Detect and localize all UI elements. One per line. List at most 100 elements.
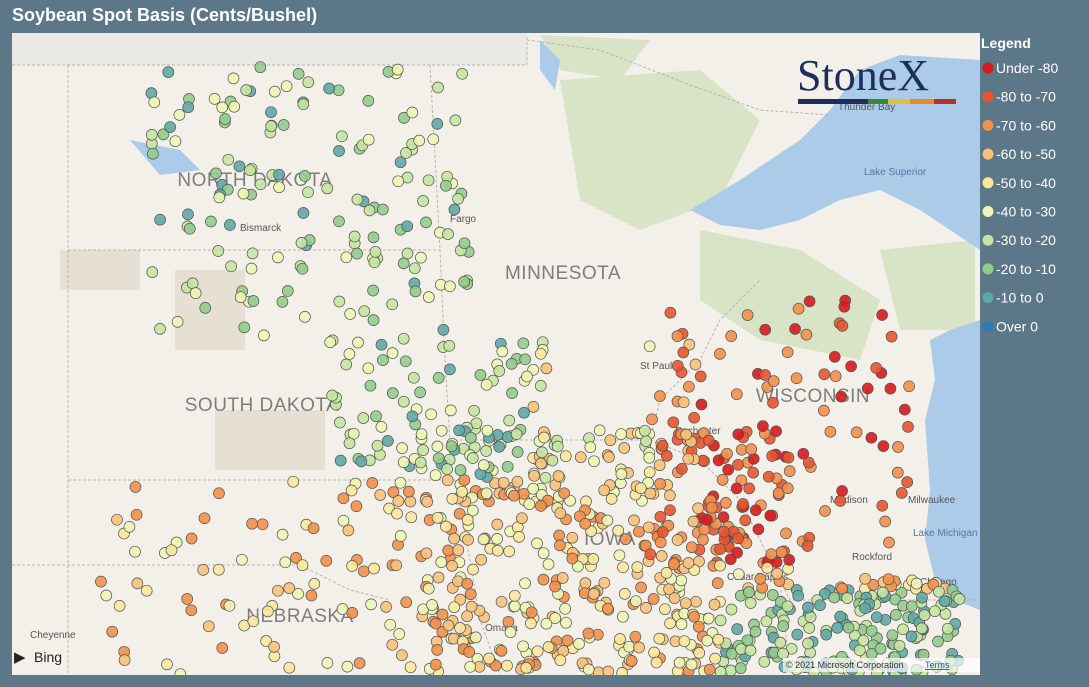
site-dot [764,509,777,522]
site-dot [688,411,700,424]
site-dot [334,416,346,429]
site-dot [781,482,794,495]
site-dot [305,589,318,602]
site-dot [554,654,567,667]
site-dot [708,598,721,611]
water-label: Lake Michigan [913,528,977,539]
site-dot [897,623,909,636]
site-dot [429,658,442,671]
site-dot [859,602,872,615]
site-dot [534,347,547,360]
site-dot [743,586,755,598]
site-dot [618,588,631,600]
site-dot [333,215,345,228]
site-dot [417,444,429,456]
site-dot [394,476,407,489]
site-dot [579,577,592,589]
site-dot [357,412,370,424]
site-dot [941,622,954,635]
site-dot [664,306,677,319]
site-dot [819,505,831,517]
site-dot [737,498,749,510]
site-dot [414,456,427,469]
site-dot [437,324,450,336]
site-dot [182,101,195,114]
site-dot [244,164,256,177]
site-dot [376,203,389,216]
site-dot [730,388,743,401]
site-dot [474,369,487,381]
site-dot [406,106,419,119]
legend-label: -70 to -60 [996,117,1056,133]
place-label: Cheyenne [30,630,76,641]
site-dot [712,633,725,646]
site-dot [462,533,474,546]
site-dot [302,76,315,89]
site-dot [721,447,733,460]
site-dot [146,266,159,278]
site-dot [890,609,902,621]
site-dot [197,564,210,576]
site-dot [375,421,388,433]
site-dot [391,63,404,76]
site-dot [732,428,745,441]
map: NORTH DAKOTA MINNESOTA SOUTH DAKOTA WISC… [12,33,980,675]
site-dot [876,499,889,512]
site-dot [431,440,444,453]
site-dot [358,305,371,318]
site-dot [802,456,815,469]
site-dot [425,408,437,421]
site-dot [676,463,688,475]
site-dot [234,291,247,304]
site-dot [345,484,358,497]
site-dot [381,435,394,447]
site-dot [780,527,792,540]
site-dot [654,478,666,490]
site-dot [444,404,457,417]
site-dot [605,493,618,505]
site-dot [247,615,260,628]
canada-area [12,33,527,65]
site-dot [903,380,915,393]
site-dot [148,96,161,109]
terms-link[interactable]: Terms [925,660,950,670]
site-dot [366,477,379,489]
site-dot [648,646,660,659]
site-dot [435,424,448,437]
site-dot [210,167,222,180]
site-dot [697,533,709,546]
site-dot [656,526,669,538]
site-dot [760,615,773,628]
site-dot [566,531,579,544]
site-dot [441,474,454,487]
site-dot [527,482,540,495]
site-dot [690,595,702,608]
site-dot [829,370,842,383]
site-dot [693,647,706,659]
site-dot [642,521,655,534]
site-dot [205,215,217,228]
site-dot [292,588,304,600]
site-dot [370,410,382,423]
site-dot [123,521,136,533]
site-dot [709,652,721,665]
site-dot [518,406,530,419]
site-dot [276,528,289,541]
site-dot [865,624,878,637]
site-dot [189,287,202,299]
site-dot [884,382,897,395]
site-dot [741,309,754,321]
site-dot [628,514,640,527]
site-dot [612,524,625,537]
site-dot [528,469,541,482]
site-dot [554,507,567,520]
site-dot [882,573,895,586]
site-dot [777,647,789,660]
place-label: Fargo [450,214,477,225]
site-dot [534,380,547,392]
site-dot [443,339,456,352]
site-dot [675,574,688,587]
site-dot [671,359,684,372]
site-dot [362,95,375,107]
site-dot [633,641,645,654]
